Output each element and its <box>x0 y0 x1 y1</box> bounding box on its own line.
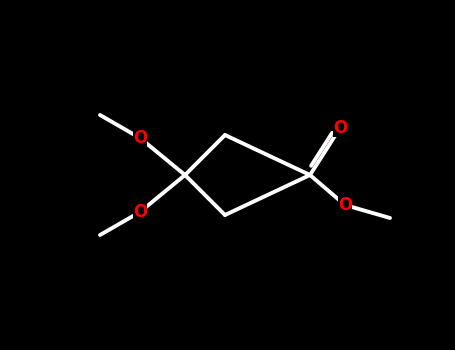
Text: O: O <box>133 203 147 221</box>
Text: O: O <box>338 196 352 214</box>
Text: O: O <box>333 119 347 137</box>
Text: O: O <box>133 129 147 147</box>
